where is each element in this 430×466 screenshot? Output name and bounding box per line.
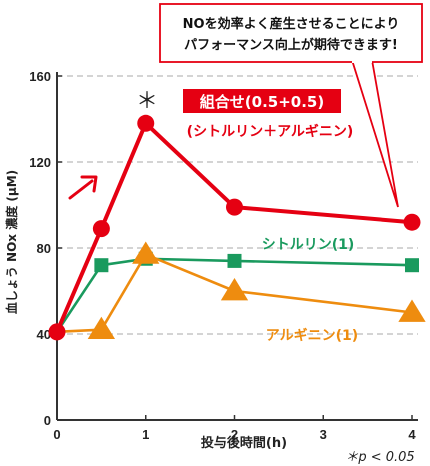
series-line-combo bbox=[55, 121, 413, 333]
citrulline-label: シトルリン(1) bbox=[262, 237, 355, 253]
point-citrulline-4 bbox=[405, 258, 419, 273]
tick-label-x-2: 2 bbox=[231, 427, 238, 442]
tick-label-y-80: 80 bbox=[37, 241, 51, 256]
callout-line-1: NOを効率よく産生させることにより bbox=[183, 16, 400, 32]
x-axis-title: 投与後時間(h) bbox=[201, 435, 287, 451]
point-arginine-3 bbox=[220, 278, 249, 301]
callout-pointer bbox=[350, 59, 399, 208]
combo-label-text: 組合せ(0.5+0.5) bbox=[200, 93, 324, 111]
point-combo-0 bbox=[48, 323, 66, 341]
series bbox=[48, 114, 426, 341]
series-combo bbox=[48, 114, 421, 341]
significance-asterisk: ＊ bbox=[136, 89, 158, 114]
tick-label-y-0: 0 bbox=[44, 413, 51, 428]
combo-sublabel-text: (シトルリン＋アルギニン) bbox=[187, 123, 354, 140]
point-citrulline-1 bbox=[94, 258, 109, 273]
point-arginine-1 bbox=[87, 316, 116, 340]
point-combo-4 bbox=[403, 213, 421, 231]
callout: NOを効率よく産生させることにより パフォーマンス向上が期待できます! bbox=[159, 3, 423, 208]
tick-label-x-1: 1 bbox=[142, 427, 149, 442]
p-value-note: ＊p < 0.05 bbox=[345, 450, 414, 465]
point-combo-1 bbox=[92, 220, 110, 238]
callout-line-2: パフォーマンス向上が期待できます! bbox=[184, 37, 398, 53]
point-arginine-4 bbox=[398, 299, 426, 322]
tick-label-y-160: 160 bbox=[29, 69, 51, 84]
point-arginine-2 bbox=[132, 241, 160, 264]
rising-arrow-icon bbox=[68, 175, 98, 200]
series-arginine bbox=[56, 241, 426, 340]
combo-label: 組合せ(0.5+0.5) (シトルリン＋アルギニン) bbox=[183, 89, 353, 140]
point-citrulline-3 bbox=[227, 253, 242, 268]
callout-box bbox=[159, 3, 423, 63]
point-combo-3 bbox=[226, 198, 243, 216]
tick-label-x-4: 4 bbox=[408, 427, 416, 442]
tick-label-y-120: 120 bbox=[29, 155, 51, 170]
arginine-label: アルギニン(1) bbox=[266, 327, 358, 344]
ticks: 0 40 80 120 160 0 1 2 3 4 bbox=[29, 69, 416, 442]
combo-label-box bbox=[183, 89, 341, 113]
y-axis-title: 血しょう NOx 濃度 (μM) bbox=[4, 170, 19, 314]
tick-label-y-40: 40 bbox=[37, 327, 51, 342]
tick-label-x-0: 0 bbox=[53, 427, 60, 442]
tick-label-x-3: 3 bbox=[320, 427, 327, 442]
axes bbox=[56, 72, 418, 421]
point-combo-2 bbox=[137, 114, 155, 132]
